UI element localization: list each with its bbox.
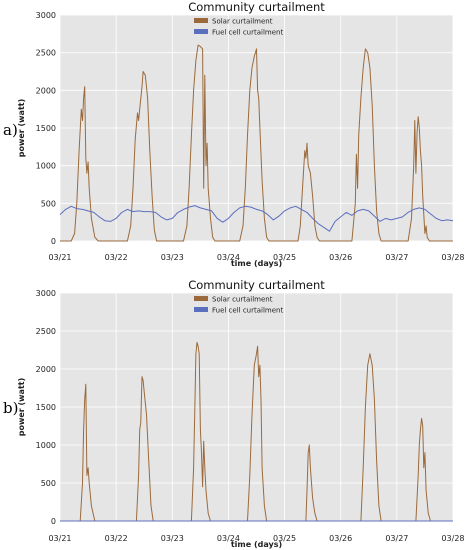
y-tick-label: 3000 — [36, 289, 56, 298]
x-tick-label: 03/25 — [273, 253, 296, 262]
y-tick-label: 0 — [51, 517, 56, 526]
y-tick-label: 2500 — [36, 327, 56, 336]
x-tick-label: 03/27 — [385, 253, 408, 262]
x-tick-label: 03/23 — [161, 534, 184, 543]
chart-title: Community curtailment — [188, 0, 325, 14]
x-tick-label: 03/21 — [48, 253, 71, 262]
y-tick-label: 0 — [51, 237, 56, 246]
legend-label: Solar curtailment — [212, 18, 273, 26]
x-tick-label: 03/24 — [217, 253, 240, 262]
panel-tag: a) — [3, 121, 18, 139]
y-axis-label: power (watt) — [17, 99, 26, 158]
x-tick-label: 03/22 — [105, 253, 128, 262]
x-tick-label: 03/27 — [385, 534, 408, 543]
y-tick-label: 500 — [41, 479, 56, 488]
y-tick-label: 1000 — [36, 162, 56, 171]
legend-swatch — [194, 296, 208, 301]
y-tick-label: 1500 — [36, 403, 56, 412]
x-tick-label: 03/28 — [441, 253, 464, 262]
series-line-fuel-cell-curtailment — [59, 205, 454, 232]
legend-label: Fuel cell curtailment — [212, 307, 283, 315]
panel-tag: b) — [3, 399, 18, 417]
x-tick-label: 03/26 — [329, 534, 352, 543]
y-tick-label: 500 — [41, 199, 56, 208]
chart-panel-a: a) 0 500 1000 1500 2000 2500 3000 03/21 03/22 03/2… — [3, 0, 465, 268]
x-tick-label: 03/24 — [217, 534, 240, 543]
legend-swatch — [194, 307, 208, 312]
legend-swatch — [194, 18, 208, 23]
x-tick-label: 03/21 — [48, 534, 71, 543]
x-tick-label: 03/28 — [441, 534, 464, 543]
legend-label: Fuel cell curtailment — [212, 29, 283, 37]
y-tick-label: 2000 — [36, 86, 56, 95]
x-axis-label: time (days) — [231, 540, 282, 549]
x-tick-label: 03/25 — [273, 534, 296, 543]
y-tick-label: 2000 — [36, 365, 56, 374]
series-line-solar-curtailment — [60, 44, 453, 242]
y-tick-label: 3000 — [36, 11, 56, 20]
x-tick-label: 03/22 — [105, 534, 128, 543]
legend-label: Solar curtailment — [212, 296, 273, 304]
legend-swatch — [194, 29, 208, 34]
chart-panel-b: b) 0 500 1000 1500 2000 2500 3000 03/21 03/22 03/2… — [3, 278, 465, 549]
y-tick-label: 1000 — [36, 441, 56, 450]
y-tick-label: 2500 — [36, 49, 56, 58]
x-tick-label: 03/26 — [329, 253, 352, 262]
x-axis-label: time (days) — [231, 259, 282, 268]
x-tick-label: 03/23 — [161, 253, 184, 262]
y-tick-label: 1500 — [36, 124, 56, 133]
chart-title: Community curtailment — [188, 278, 325, 292]
series-line-solar-curtailment — [60, 341, 453, 522]
y-axis-label: power (watt) — [17, 378, 26, 437]
